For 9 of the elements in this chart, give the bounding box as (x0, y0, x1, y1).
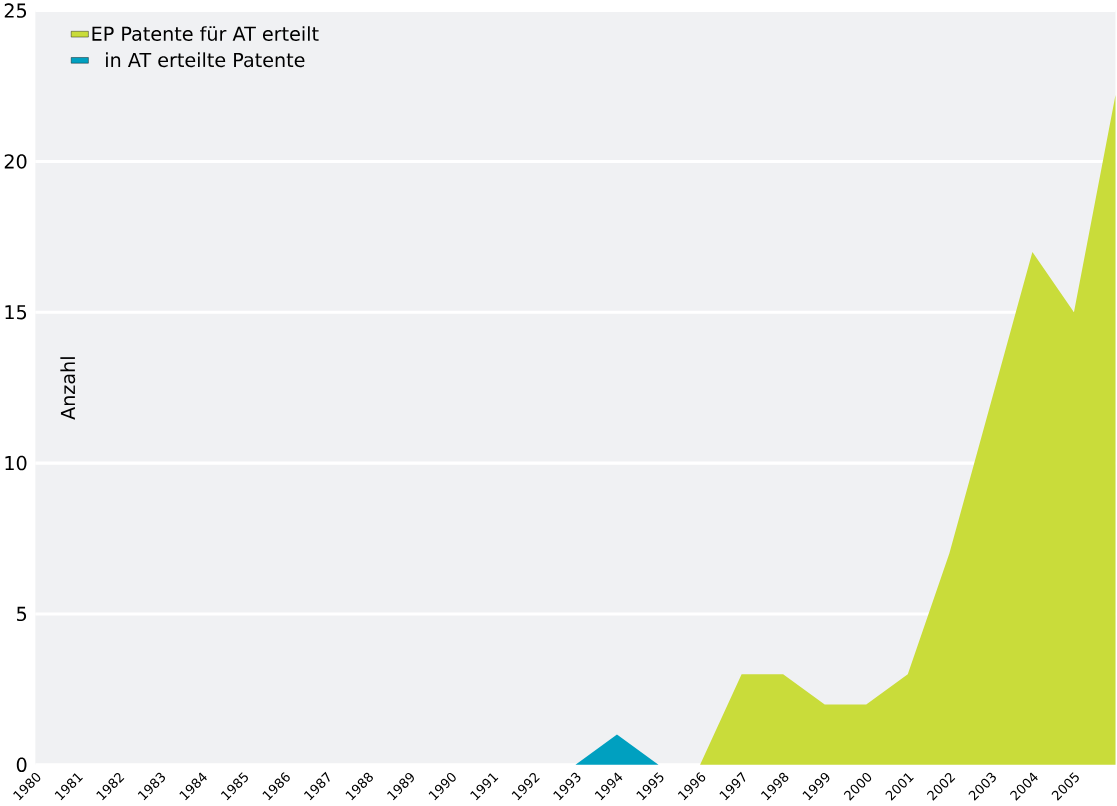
y-tick-label: 10 (5, 455, 27, 471)
legend-label: EP Patente für AT erteilt (92, 26, 319, 41)
y-tick-label: 15 (5, 305, 27, 320)
y-tick-label: 25 (4, 3, 27, 18)
y-tick-label: 0 (16, 757, 27, 772)
y-axis-title: Anzahl (60, 357, 76, 420)
y-tick-label: 5 (17, 606, 27, 621)
legend-label: in AT erteilte Patente (106, 52, 305, 68)
y-tick-label: 20 (4, 154, 27, 169)
